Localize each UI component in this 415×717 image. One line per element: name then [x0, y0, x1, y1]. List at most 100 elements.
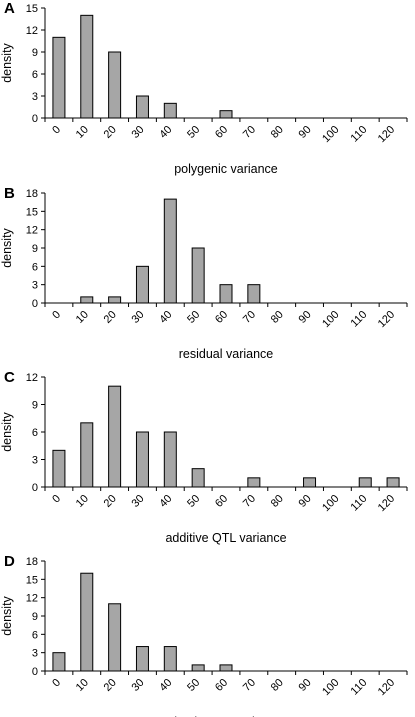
bar-10	[80, 14, 94, 119]
y-tick-label: 9	[32, 611, 38, 623]
y-tick-label: 3	[32, 280, 38, 292]
x-tick-label: 0	[50, 309, 63, 322]
x-tick-label: 0	[50, 677, 63, 690]
x-tick-label: 10	[74, 677, 91, 694]
bar-0	[52, 449, 66, 488]
bar-40	[163, 431, 177, 488]
bar-20	[108, 51, 122, 119]
x-tick-label: 30	[129, 677, 146, 694]
x-tick-label: 100	[320, 124, 341, 145]
x-tick-label: 40	[157, 677, 174, 694]
x-tick-label: 20	[102, 493, 119, 510]
bar-50	[191, 468, 205, 488]
panel-label: B	[4, 185, 15, 202]
y-tick-label: 9	[32, 400, 38, 412]
bar-20	[108, 296, 122, 304]
bar-30	[135, 265, 149, 304]
y-tick-label: 12	[26, 593, 38, 605]
x-tick-label: 110	[349, 493, 370, 514]
x-tick-label: 10	[74, 309, 91, 326]
x-tick-label: 80	[269, 309, 286, 326]
x-tick-label: 0	[50, 124, 63, 137]
x-tick-label: 120	[376, 124, 397, 145]
x-tick-label: 90	[297, 309, 314, 326]
x-tick-label: 20	[102, 309, 119, 326]
x-tick-label: 110	[349, 124, 370, 145]
bar-20	[108, 603, 122, 672]
x-axis-title: additive QTL variance	[165, 531, 286, 545]
y-tick-label: 6	[32, 629, 38, 641]
bar-110	[358, 477, 372, 488]
x-tick-label: 100	[320, 677, 341, 698]
y-tick-label: 6	[32, 69, 38, 81]
x-tick-label: 80	[269, 493, 286, 510]
x-tick-label: 50	[185, 309, 202, 326]
bar-90	[303, 477, 317, 488]
x-tick-label: 80	[269, 677, 286, 694]
x-tick-label: 110	[349, 309, 370, 330]
y-tick-label: 6	[32, 427, 38, 439]
x-tick-label: 20	[102, 677, 119, 694]
x-tick-label: 120	[376, 493, 397, 514]
y-tick-label: 18	[26, 556, 38, 568]
x-tick-label: 40	[157, 493, 174, 510]
x-tick-label: 80	[269, 124, 286, 141]
bar-120	[386, 477, 400, 488]
y-tick-label: 0	[32, 298, 38, 310]
x-tick-label: 40	[157, 309, 174, 326]
y-tick-label: 15	[26, 574, 38, 586]
x-tick-label: 100	[320, 493, 341, 514]
x-tick-label: 120	[376, 309, 397, 330]
bar-40	[163, 198, 177, 304]
bar-50	[191, 664, 205, 672]
x-tick-label: 70	[241, 309, 258, 326]
x-tick-label: 20	[102, 124, 119, 141]
y-tick-label: 12	[26, 225, 38, 237]
x-tick-label: 70	[241, 677, 258, 694]
x-tick-label: 60	[213, 677, 230, 694]
y-tick-label: 0	[32, 482, 38, 494]
bar-10	[80, 296, 94, 304]
y-tick-label: 3	[32, 91, 38, 103]
x-tick-label: 120	[376, 677, 397, 698]
y-tick-label: 0	[32, 113, 38, 125]
y-tick-label: 15	[26, 206, 38, 218]
y-tick-label: 15	[26, 3, 38, 15]
x-tick-label: 10	[74, 124, 91, 141]
x-tick-label: 0	[50, 493, 63, 506]
bar-20	[108, 385, 122, 488]
x-tick-label: 110	[349, 677, 370, 698]
y-tick-label: 3	[32, 455, 38, 467]
bar-70	[247, 284, 261, 304]
y-axis-title: density	[0, 42, 14, 82]
bar-30	[135, 95, 149, 119]
bar-60	[219, 664, 233, 672]
y-axis-title: density	[0, 227, 14, 267]
bar-0	[52, 36, 66, 119]
bar-30	[135, 431, 149, 488]
x-tick-label: 90	[297, 124, 314, 141]
x-axis-title: residual variance	[179, 347, 274, 361]
bar-10	[80, 572, 94, 672]
panel-label: D	[4, 553, 15, 570]
x-tick-label: 30	[129, 124, 146, 141]
x-tick-label: 30	[129, 309, 146, 326]
x-tick-label: 40	[157, 124, 174, 141]
y-tick-label: 12	[26, 372, 38, 384]
bar-70	[247, 477, 261, 488]
y-axis-title: density	[0, 411, 14, 451]
bar-30	[135, 646, 149, 672]
y-tick-label: 0	[32, 666, 38, 678]
x-tick-label: 90	[297, 493, 314, 510]
panel-label: A	[4, 0, 15, 17]
x-tick-label: 70	[241, 493, 258, 510]
bar-10	[80, 422, 94, 488]
x-axis-title: dominance variance	[170, 715, 282, 717]
bar-60	[219, 110, 233, 119]
y-tick-label: 12	[26, 25, 38, 37]
x-axis-title: polygenic variance	[174, 162, 278, 176]
